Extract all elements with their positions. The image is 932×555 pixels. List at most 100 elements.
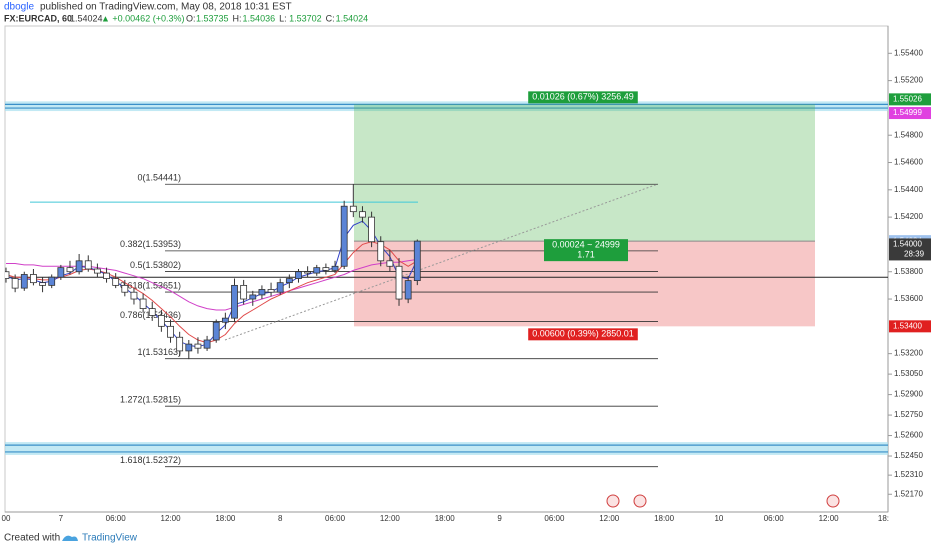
footer-brand: TradingView [82, 533, 138, 544]
x-tick-label: 06:00 [106, 514, 127, 523]
x-tick-label: 06:00 [544, 514, 565, 523]
symbol: FX:EURCAD, 60 [4, 13, 72, 23]
candle-body [157, 315, 165, 327]
x-tick-label: 00 [2, 514, 11, 523]
candle-body [295, 271, 302, 279]
price-tag: 1.53400 [893, 321, 922, 330]
candle-body [212, 321, 220, 341]
fib-label: 0.618(1.53651) [120, 280, 181, 290]
y-tick-label: 1.52750 [894, 410, 923, 419]
candle-body [121, 284, 129, 293]
y-tick-label: 1.53800 [894, 267, 923, 276]
candle-body [285, 278, 293, 284]
event-icons [606, 494, 840, 508]
candle-body [5, 271, 10, 279]
y-tick-label: 1.52900 [894, 390, 923, 399]
ohlc-key: O: [186, 13, 196, 23]
zone-glow [5, 442, 888, 455]
fib-label: 0.5(1.53802) [130, 260, 181, 270]
ohlc-value: 1.53702 [289, 13, 322, 23]
position-label-bg [528, 328, 638, 341]
last-price: 1.54024 [70, 13, 103, 23]
candle-body [349, 205, 357, 213]
y-tick-label: 1.55400 [894, 48, 923, 57]
candle-body [404, 280, 412, 300]
y-tick-label: 1.53200 [894, 349, 923, 358]
x-tick-label: 06:00 [325, 514, 346, 523]
candle-body [112, 278, 120, 286]
y-tick-label: 1.55200 [894, 76, 923, 85]
x-tick-label: 12:00 [819, 514, 840, 523]
candle-body [276, 282, 284, 293]
y-tick-label: 1.52450 [894, 451, 923, 460]
moving-average [6, 258, 418, 311]
position-label: 0.00024 ~ 24999 [552, 240, 620, 250]
x-tick-label: 18: [878, 514, 889, 523]
logo [62, 535, 78, 541]
candle-body [167, 325, 174, 338]
candle-body [377, 241, 385, 262]
y-tick-label: 1.53050 [894, 369, 923, 378]
candle-body [231, 284, 238, 319]
price-tag-bg [889, 93, 931, 106]
candle-body [139, 298, 147, 309]
candle-body [39, 282, 46, 286]
fib-label: 1(1.53163) [137, 347, 181, 357]
position-label: 0.00600 (0.39%) 2850.01 [532, 329, 634, 339]
price-tag-bg [889, 320, 931, 333]
candle-body [148, 308, 156, 316]
y-tick-label: 1.54600 [894, 158, 923, 167]
position-label-bg [544, 239, 628, 262]
x-tick-label: 8 [278, 514, 283, 523]
candle-body [203, 339, 211, 349]
candle-body [313, 267, 321, 274]
candle-body [304, 271, 312, 274]
x-tick-label: 12:00 [599, 514, 620, 523]
moving-average [5, 220, 418, 348]
candle-body [84, 260, 92, 270]
x-tick-label: 06:00 [764, 514, 785, 523]
candle-body [94, 268, 101, 274]
candle-body [240, 284, 248, 300]
candle-body [359, 211, 366, 218]
candle-body [368, 216, 376, 243]
candle-body [30, 274, 37, 284]
countdown: 28:39 [904, 250, 925, 259]
profit-zone [354, 104, 815, 242]
candle-body [221, 317, 229, 323]
x-tick-label: 12:00 [161, 514, 182, 523]
fib-label: 1.272(1.52815) [120, 395, 181, 405]
ohlc-value: 1.53735 [196, 13, 229, 23]
ohlc-key: L: [279, 13, 287, 23]
price-tag: 1.55026 [893, 94, 922, 103]
price-tag-bg [889, 107, 931, 120]
candle-body [267, 289, 275, 293]
candle-body [20, 274, 28, 289]
candle-body [322, 267, 330, 271]
candle-body [413, 240, 421, 282]
moving-average [5, 241, 418, 344]
candle-body [57, 267, 65, 278]
candle-body [66, 267, 74, 273]
price-tag: 1.54999 [893, 108, 922, 117]
candle-body [395, 265, 403, 300]
trend-line [224, 183, 659, 341]
x-tick-label: 7 [59, 514, 64, 523]
position-label: 0.01026 (0.67%) 3256.49 [532, 92, 634, 102]
candle-body [75, 260, 83, 273]
x-tick-label: 18:00 [654, 514, 675, 523]
candle-body [386, 260, 394, 267]
ohlc-value: 1.54036 [243, 13, 276, 23]
candle-body [340, 205, 348, 267]
y-tick-label: 1.54200 [894, 212, 923, 221]
y-tick-label: 1.52310 [894, 470, 923, 479]
x-tick-label: 18:00 [435, 514, 456, 523]
x-tick-label: 18:00 [215, 514, 236, 523]
price-tag: 1.54000 [893, 240, 922, 249]
fib-label: 0(1.54441) [137, 173, 181, 183]
y-tick-label: 1.53600 [894, 294, 923, 303]
footer-created: Created with [4, 533, 60, 544]
candle-body [130, 291, 138, 300]
